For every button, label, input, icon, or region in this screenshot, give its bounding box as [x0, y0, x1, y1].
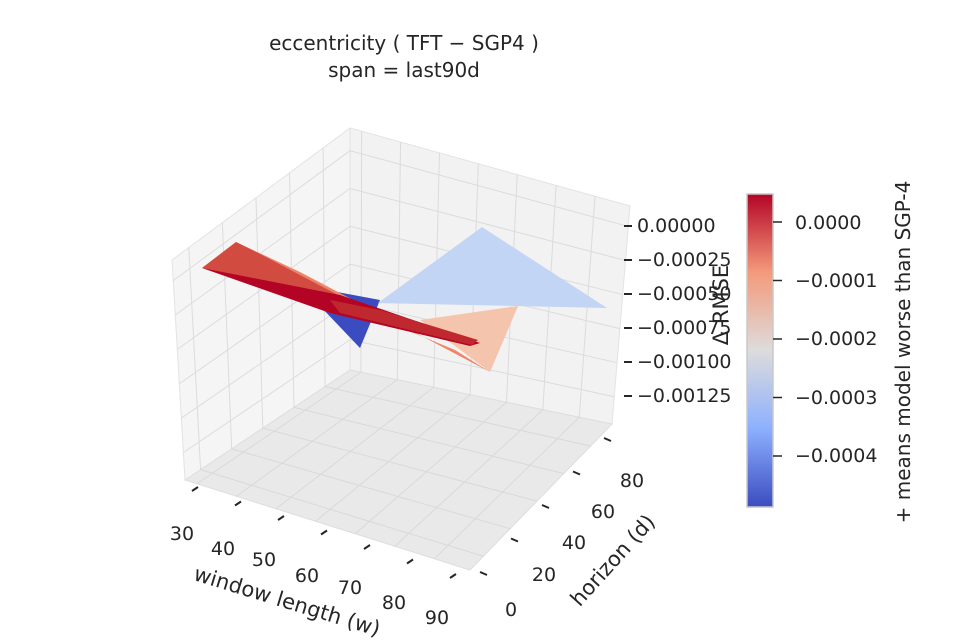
- z-axis-label: Δ RMSE: [709, 265, 733, 345]
- left-grid-z: [174, 188, 351, 316]
- z-axis-tick-labels: 0.00000 −0.00025 −0.00050 −0.00075 −0.00…: [637, 215, 732, 407]
- left-grid-z: [183, 339, 351, 453]
- x-tick-label: 80: [382, 592, 406, 614]
- y-axis-label: horizon (d): [566, 510, 660, 611]
- z-tick-label: −0.00125: [637, 385, 732, 407]
- x-axis-label: window length (w): [191, 562, 383, 640]
- y-tick-label: 40: [562, 532, 586, 554]
- x-tick-label: 30: [170, 523, 194, 545]
- left-grid-y: [255, 197, 264, 429]
- z-tick-label: −0.00075: [637, 317, 732, 339]
- y-tick-mark: [541, 504, 550, 509]
- floor-grid-y: [231, 448, 511, 530]
- x-tick-mark: [191, 486, 199, 492]
- floor-grid-x: [275, 386, 434, 510]
- x-axis-ticks: [191, 486, 457, 579]
- x-tick-label: 70: [338, 577, 362, 599]
- floor-grid-y: [200, 469, 484, 557]
- back-grid-x: [396, 142, 402, 380]
- z-tick-label: −0.00050: [637, 283, 732, 305]
- z-axis-ticks: [624, 225, 632, 397]
- left-grid-y: [188, 247, 202, 470]
- colorbar-tick-label: −0.0004: [795, 445, 877, 467]
- colorbar-label: + means model worse than SGP-4: [891, 181, 915, 524]
- z-tick-label: −0.00025: [637, 249, 732, 271]
- floor-grid-x: [434, 416, 580, 560]
- x-tick-label: 60: [295, 565, 319, 587]
- z-tick-label: −0.00100: [637, 351, 732, 373]
- floor-grid-y: [262, 427, 538, 502]
- x-axis-tick-labels: 30 40 50 60 70 80 90: [170, 523, 449, 629]
- surface-facet-red-band: [330, 300, 478, 345]
- y-tick-mark: [603, 437, 612, 442]
- y-tick-mark: [572, 470, 581, 476]
- left-grid-z: [172, 150, 351, 282]
- floor-grid-y: [293, 406, 564, 475]
- y-tick-mark: [510, 537, 519, 543]
- x-tick-mark: [234, 500, 242, 507]
- y-tick-label: 80: [620, 470, 644, 492]
- colorbar-ticks: [773, 221, 782, 457]
- colorbar-tick-label: −0.0002: [795, 328, 877, 350]
- colorbar-tick-label: 0.0000: [795, 212, 861, 234]
- right-grid-z: [349, 150, 629, 227]
- x-tick-label: 50: [252, 549, 276, 571]
- left-grid-y: [322, 147, 326, 387]
- floor-pane: [183, 369, 613, 571]
- x-tick-label: 40: [211, 538, 235, 560]
- floor-grid-x: [354, 401, 507, 535]
- axis-panes: [171, 127, 631, 571]
- y-tick-label: 0: [505, 599, 517, 621]
- surface-facet-red-upper: [202, 242, 340, 300]
- y-tick-mark: [479, 571, 488, 576]
- floor-grid-x: [236, 379, 398, 497]
- x-tick-mark: [363, 544, 371, 550]
- floor-grid-x: [196, 371, 362, 485]
- y-tick-label: 60: [591, 501, 615, 523]
- colorbar-tick-label: −0.0001: [795, 270, 877, 292]
- colorbar-gradient: [746, 193, 774, 508]
- surface-facet-light-blue: [378, 227, 607, 308]
- surface: [202, 227, 607, 372]
- y-tick-label: 20: [532, 564, 556, 586]
- z-tick-label: 0.00000: [637, 215, 716, 237]
- right-grid-z: [349, 188, 626, 261]
- left-grid-z: [181, 301, 351, 419]
- x-tick-mark: [449, 573, 457, 579]
- floor-grid-y: [324, 386, 591, 447]
- y-axis-ticks: [479, 437, 612, 576]
- chart-title: eccentricity ( TFT − SGP4 ): [269, 31, 539, 55]
- x-tick-mark: [277, 515, 285, 521]
- colorbar: 0.0000 −0.0001 −0.0002 −0.0003 −0.0004 +…: [746, 181, 915, 524]
- floor-grid-x: [315, 394, 471, 522]
- right-grid-z: [349, 339, 615, 398]
- x-tick-mark: [406, 558, 414, 565]
- floor-grid-x: [394, 409, 544, 547]
- x-tick-label: 90: [425, 607, 449, 629]
- colorbar-tick-label: −0.0003: [795, 387, 877, 409]
- chart-subtitle: span = last90d: [328, 58, 480, 82]
- x-tick-mark: [320, 529, 328, 536]
- y-axis-tick-labels: 0 20 40 60 80: [505, 470, 644, 621]
